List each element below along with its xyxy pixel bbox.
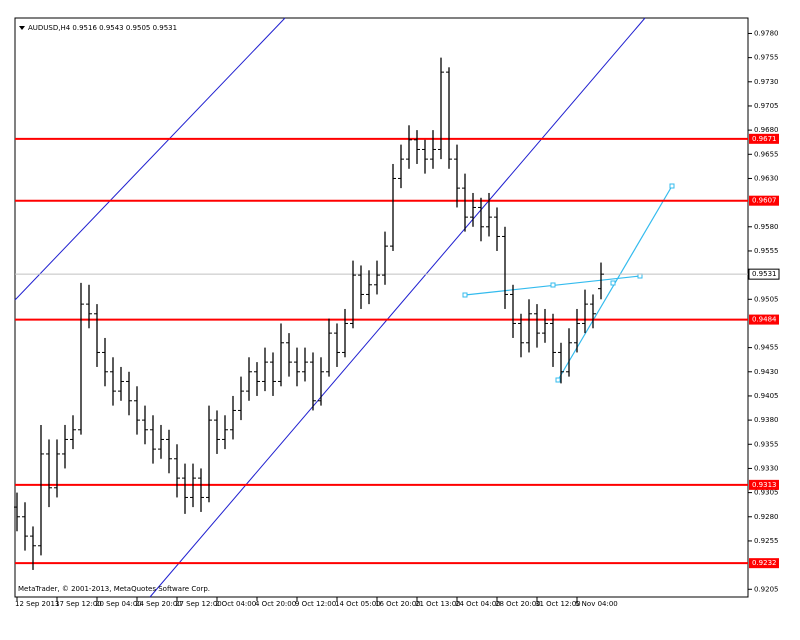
level-label: 0.9607 [752,197,777,205]
price-label-box [748,268,780,280]
level-label: 0.9232 [752,559,777,567]
plot-frame [14,17,749,598]
drawing-objects [14,17,675,598]
anchor-point [550,282,556,288]
y-tick-label: 0.9330 [754,464,779,472]
y-tick-label: 0.9555 [754,247,779,255]
y-tick-label: 0.9405 [754,392,779,400]
y-tick-label: 0.9755 [754,54,779,62]
chart-title: AUDUSD,H4 0.9516 0.9543 0.9505 0.9531 [28,24,177,32]
channel-line [149,17,646,598]
level-label-box [749,479,779,490]
level-label: 0.9671 [752,135,777,143]
y-tick-label: 0.9255 [754,537,779,545]
channel-line [14,17,286,301]
x-tick-label: 12 Sep 2013 [15,600,59,608]
x-tick-label: 31 Oct 12:00 [535,600,581,608]
level-label-box [749,133,779,144]
x-tick-label: 20 Sep 04:00 [95,600,142,608]
collapse-arrow[interactable] [19,26,25,30]
y-tick-label: 0.9455 [754,344,779,352]
anchor-point [610,280,616,286]
y-tick-label: 0.9505 [754,295,779,303]
y-tick-label: 0.9780 [754,29,779,37]
x-tick-label: 27 Sep 12:00 [175,600,222,608]
y-tick-label: 0.9655 [754,150,779,158]
level-label-box [749,558,779,569]
price-label: 0.9531 [752,270,777,278]
x-tick-label: 5 Nov 04:00 [575,600,618,608]
x-tick-label: 24 Sep 20:00 [135,600,182,608]
credit: MetaTrader, © 2001-2013, MetaQuotes Soft… [18,585,210,593]
y-tick-label: 0.9355 [754,440,779,448]
x-tick-label: 14 Oct 05:00 [335,600,381,608]
y-tick-label: 0.9380 [754,416,779,424]
x-tick-label: 2 Oct 04:00 [215,600,256,608]
y-tick-label: 0.9705 [754,102,779,110]
y-tick-label: 0.9630 [754,174,779,182]
level-label: 0.9484 [752,316,777,324]
x-tick-label: 9 Oct 12:00 [295,600,336,608]
y-tick-label: 0.9280 [754,513,779,521]
x-tick-label: 24 Oct 04:00 [455,600,501,608]
y-tick-label: 0.9205 [754,585,779,593]
x-tick-label: 17 Sep 12:00 [55,600,102,608]
x-tick-label: 21 Oct 13:00 [415,600,461,608]
y-tick-label: 0.9730 [754,78,779,86]
anchor-point [669,183,675,189]
level-label-box [749,314,779,325]
y-tick-label: 0.9430 [754,368,779,376]
anchor-point [462,292,468,298]
x-tick-label: 4 Oct 20:00 [255,600,296,608]
anchor-point [555,377,561,383]
level-label-box [749,195,779,206]
y-tick-label: 0.9680 [754,126,779,134]
x-tick-label: 28 Oct 20:00 [495,600,541,608]
x-tick-label: 16 Oct 20:00 [375,600,421,608]
level-label: 0.9313 [752,481,777,489]
y-tick-label: 0.9305 [754,489,779,497]
y-tick-label: 0.9580 [754,223,779,231]
